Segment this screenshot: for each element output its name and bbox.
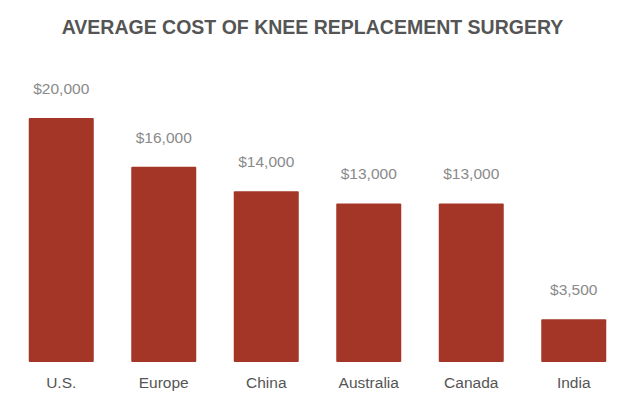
x-tick-label: Australia	[339, 374, 400, 391]
x-tick-label: U.S.	[46, 374, 76, 391]
data-label: $20,000	[33, 80, 89, 97]
data-label: $13,000	[341, 165, 397, 182]
x-tick-label: India	[557, 374, 591, 391]
bar	[234, 191, 299, 362]
data-label: $14,000	[238, 153, 294, 170]
data-label: $13,000	[443, 165, 499, 182]
x-tick-label: China	[246, 374, 287, 391]
bar	[541, 319, 606, 362]
data-label: $16,000	[136, 129, 192, 146]
x-tick-label: Europe	[139, 374, 189, 391]
bar	[131, 167, 196, 362]
bar	[29, 118, 94, 362]
chart-svg: AVERAGE COST OF KNEE REPLACEMENT SURGERY…	[0, 0, 625, 399]
chart-container: AVERAGE COST OF KNEE REPLACEMENT SURGERY…	[0, 0, 625, 399]
chart-title: AVERAGE COST OF KNEE REPLACEMENT SURGERY	[62, 16, 564, 38]
x-tick-label: Canada	[444, 374, 499, 391]
bars	[29, 118, 607, 362]
bar	[439, 203, 504, 362]
bar	[336, 203, 401, 362]
data-label: $3,500	[550, 281, 598, 298]
